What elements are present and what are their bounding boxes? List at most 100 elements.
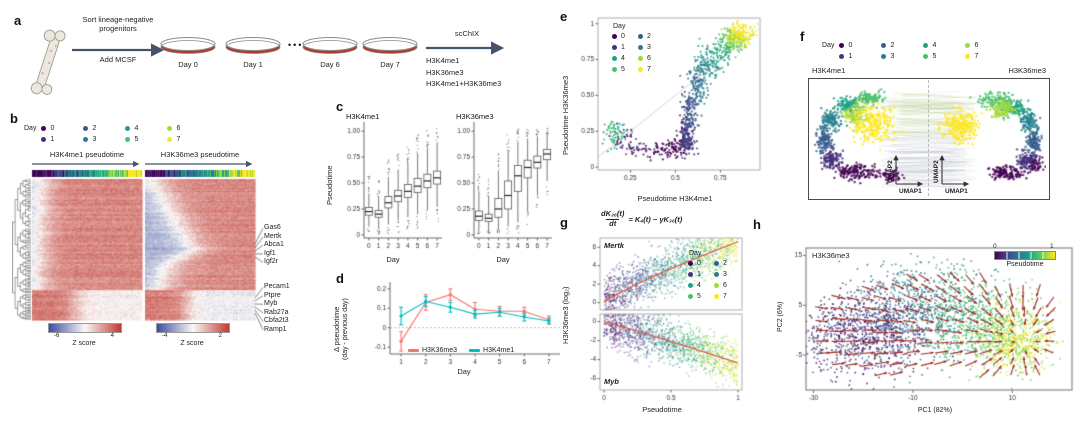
day-label: 7 <box>723 293 727 300</box>
dish-label-day7: Day 7 <box>380 60 400 69</box>
colorbar-label: Z score <box>180 340 204 347</box>
delta-xlabel: Day <box>457 367 471 376</box>
day-color-dot <box>125 137 131 142</box>
gene-labels-bottom: Pecam1 Ptpre Myb Rab27a Cbfa2t3 Ramp1 <box>264 283 290 334</box>
umap1-label: UMAP1 <box>945 188 968 195</box>
colorbar-max: 4 <box>110 333 114 339</box>
day-legend-item: 7 <box>965 53 1007 60</box>
panel-letter-a: a <box>14 13 22 28</box>
day-color-dot <box>125 126 131 131</box>
day-color-dot <box>638 45 643 50</box>
gene-labels-top: Gas6 Mertk Abca1 Igf1 Igf2r <box>264 224 284 267</box>
umap2-label: UMAP2 <box>933 160 940 183</box>
day-label: 7 <box>176 136 181 143</box>
day-legend-item: 4 <box>923 42 965 49</box>
gene-label: Abca1 <box>264 241 284 248</box>
day-color-dot <box>714 283 719 288</box>
day-legend-e: Day 0 2 1 3 4 6 5 7 <box>612 23 664 73</box>
day-legend-item: 0 <box>688 260 714 267</box>
day-color-dot <box>881 54 887 59</box>
gene-label: Myb <box>264 300 278 307</box>
h-mark-label: H3K36me3 <box>812 251 850 260</box>
day-color-dot <box>881 43 887 48</box>
day-color-dot <box>41 137 47 142</box>
gene-scatter-canvas <box>574 236 750 408</box>
gene-label: Igf2r <box>264 258 279 265</box>
scchix-label: scChIX <box>454 29 480 38</box>
equation-numerator: dK₃₆(t) <box>601 209 625 218</box>
gene-label: Igf1 <box>264 249 276 257</box>
day-legend-item: 1 <box>612 44 638 51</box>
panel-letter-c: c <box>336 99 344 114</box>
heatmap-right-title: H3K36me3 pseudotime <box>160 150 240 159</box>
heatmap-left-title: H3K4me1 pseudotime <box>49 150 125 159</box>
sort-label: Sort lineage-negative progenitors <box>82 15 154 33</box>
day-label: 1 <box>50 136 55 143</box>
panel-letter-f: f <box>800 29 805 44</box>
day-legend-items: 0 2 4 6 1 3 5 7 <box>41 125 209 143</box>
day-label: 6 <box>974 42 979 49</box>
pseudotime-scatter-canvas <box>570 10 770 192</box>
umap2-label: UMAP2 <box>887 160 894 183</box>
boxplot-canvas-h3k4me1 <box>338 110 448 264</box>
day-legend-item: 2 <box>714 260 740 267</box>
g-xlabel: Pseudotime <box>642 405 682 414</box>
day-legend-items: 0 2 1 3 4 6 5 7 <box>612 33 664 73</box>
equation-denominator: dt <box>606 218 620 229</box>
day-label: 0 <box>50 125 55 132</box>
day-legend-item: 1 <box>41 136 83 143</box>
panel-letter-g: g <box>560 215 568 230</box>
day-label: 5 <box>134 136 139 143</box>
day-label: 0 <box>621 33 625 40</box>
day-legend-item: 2 <box>881 42 923 49</box>
day-legend-item: 7 <box>167 136 209 143</box>
day-legend-item: 6 <box>638 55 664 62</box>
day-label: 2 <box>647 33 651 40</box>
day-color-dot <box>612 56 617 61</box>
day-legend-item: 3 <box>881 53 923 60</box>
day-color-dot <box>612 67 617 72</box>
mark-label: H3K4me1+H3K36me3 <box>426 79 502 88</box>
day-label: 4 <box>697 282 701 289</box>
delta-ylabel-line2: (day - previous day) <box>342 298 349 361</box>
gene-label: Ramp1 <box>264 325 287 333</box>
day-color-dot <box>612 45 617 50</box>
equation-fraction: dK₃₆(t) dt <box>601 209 625 229</box>
petri-dish-day0 <box>160 37 216 54</box>
day-color-dot <box>167 126 173 131</box>
day-legend-title: Day <box>822 42 835 49</box>
boxplot-canvas-h3k36me3 <box>448 110 558 264</box>
day-label: 3 <box>890 53 895 60</box>
delta-series-legend: H3K36me3 H3K4me1 <box>408 347 514 354</box>
gene-label: Cbfa2t3 <box>264 317 289 324</box>
series-marker <box>408 349 419 352</box>
series-label: H3K36me3 <box>422 347 458 354</box>
day-legend-item: 6 <box>167 125 209 132</box>
panel-letter-h: h <box>753 217 761 232</box>
pseudotime-colorbar <box>994 251 1056 260</box>
panel-letter-b: b <box>10 111 18 126</box>
e-ylabel: Pseudotime H3K36me3 <box>561 75 570 155</box>
day-color-dot <box>638 56 643 61</box>
day-legend-item: 5 <box>688 293 714 300</box>
day-color-dot <box>923 54 929 59</box>
g-ylabel: H3K36me3 (log₂) <box>561 286 570 344</box>
day-legend-item: 5 <box>923 53 965 60</box>
boxplot-xlabel-left: Day <box>386 255 400 264</box>
colorbar-gradient <box>156 323 230 333</box>
day-color-dot <box>714 272 719 277</box>
pt-colorbar-label: Pseudotime <box>1006 261 1044 268</box>
day-legend-item: 0 <box>41 125 83 132</box>
day-label: 4 <box>134 125 139 132</box>
zscore-colorbar-right: -4 2 Z score <box>156 323 230 347</box>
day-legend-item: 6 <box>714 282 740 289</box>
dish-label-day6: Day 6 <box>320 60 340 69</box>
day-color-dot <box>965 43 971 48</box>
day-legend-item: 7 <box>714 293 740 300</box>
mcsf-label: Add MCSF <box>99 55 137 64</box>
day-legend-item: 5 <box>125 136 167 143</box>
umap-axes-right: UMAP2 UMAP1 <box>933 154 970 195</box>
day-legend-item: 4 <box>688 282 714 289</box>
mark-label: H3K4me1 <box>426 56 460 65</box>
